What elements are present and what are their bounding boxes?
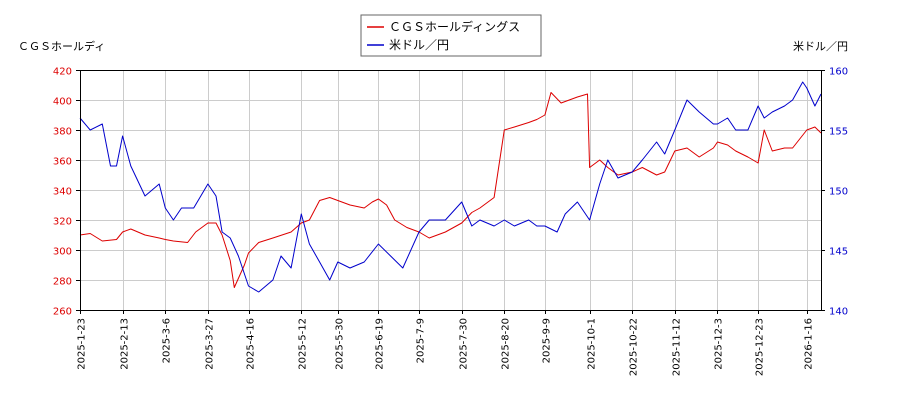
x-tick-label: 2025-3-6 [162,318,173,363]
x-tick-label: 2025-10-22 [629,318,640,376]
x-tick-label: 2025-10-1 [587,318,598,370]
legend-label-cgs: ＣＧＳホールディングス [389,19,520,34]
x-tick-label: 2026-1-16 [804,318,815,370]
y2-tick-label: 155 [829,127,848,138]
x-tick-label: 2025-12-23 [755,318,766,376]
y1-tick-label: 340 [53,187,72,198]
x-tick-label: 2025-5-12 [298,318,309,370]
x-tick-label: 2025-2-13 [120,318,131,370]
x-tick-label: 2025-1-23 [77,318,88,370]
x-tick-label: 2025-4-16 [246,318,257,370]
legend-box [360,14,542,57]
x-tick-label: 2025-8-20 [501,318,512,370]
y2-tick-label: 150 [829,187,848,198]
x-tick-label: 2025-11-12 [672,318,683,376]
axes: 2025-1-23 2025-2-13 2025-3-6 2025-3-27 2025-… [53,67,848,377]
series-layer [79,81,822,293]
y2-tick-label: 140 [829,307,848,318]
y2-axis-title: 米ドル／円 [793,40,848,53]
y1-tick-label: 420 [53,67,72,78]
x-tick-label: 2025-5-30 [335,318,346,370]
grid [80,70,821,311]
x-tick-label: 2025-12-3 [714,318,725,370]
y1-tick-label: 280 [53,277,72,288]
x-tick-label: 2025-6-19 [375,318,386,370]
y1-axis-title: ＣＧＳホールディ [18,39,105,53]
series-line-usdjpy [79,81,822,293]
x-tick-label: 2025-3-27 [205,318,216,370]
y2-tick-label: 160 [829,67,848,78]
legend-label-usdjpy: 米ドル／円 [389,38,449,52]
y1-tick-label: 300 [53,247,72,258]
y1-tick-label: 320 [53,217,72,228]
x-tick-label: 2025-7-9 [416,318,427,363]
y1-tick-label: 360 [53,157,72,168]
y1-tick-label: 260 [53,307,72,318]
series-line-cgs [79,92,822,288]
legend: ＣＧＳホールディングス 米ドル／円 [360,14,542,57]
x-tick-label: 2025-7-30 [459,318,470,370]
y2-tick-label: 145 [829,247,848,258]
x-tick-label: 2025-9-9 [542,318,553,363]
y1-tick-label: 400 [53,97,72,108]
y1-tick-label: 380 [53,127,72,138]
